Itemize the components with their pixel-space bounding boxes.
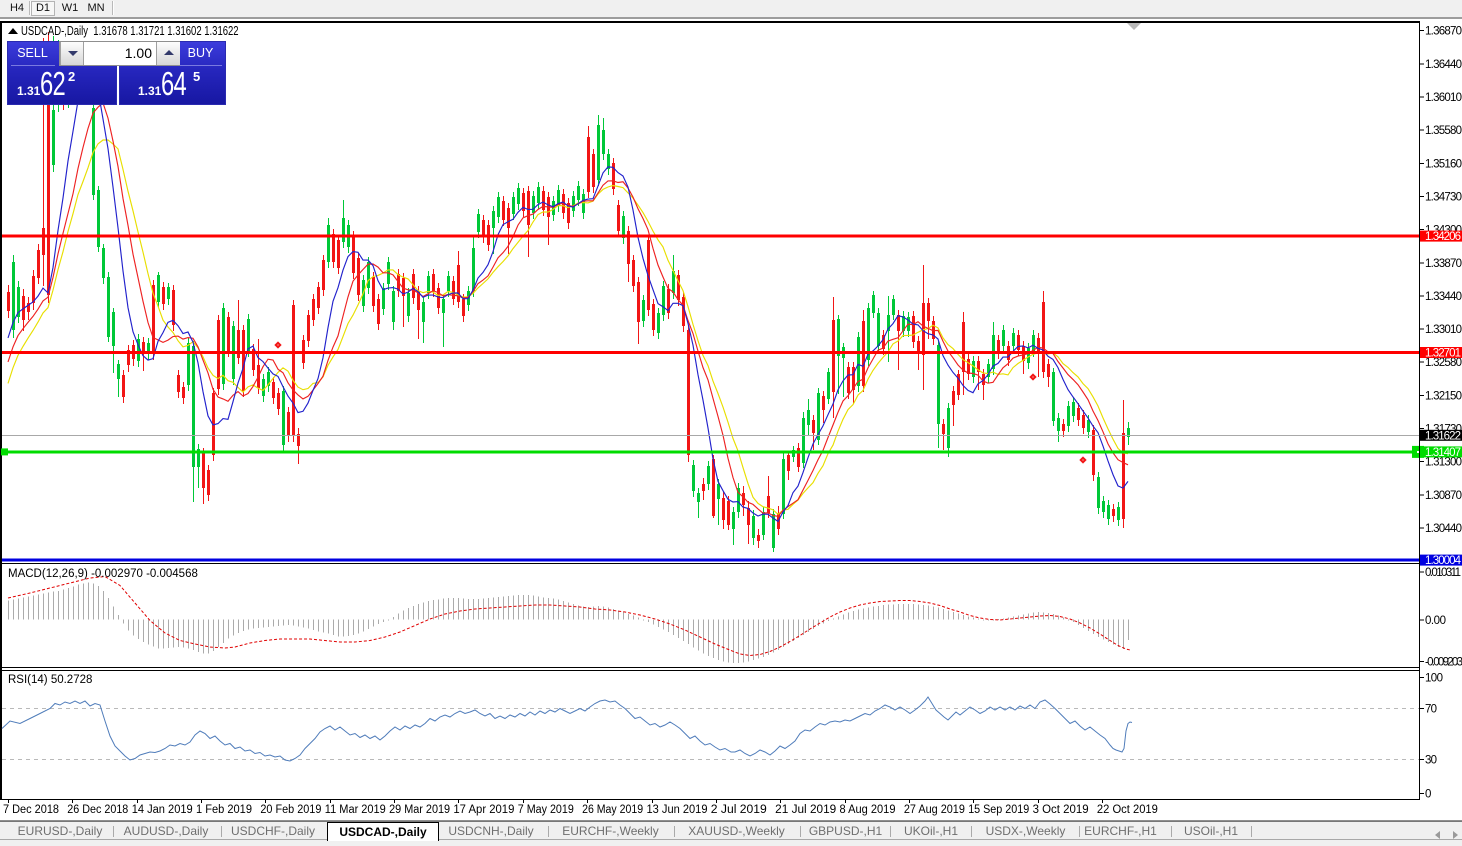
- svg-text:MACD(12,26,9) -0.002970 -0.004: MACD(12,26,9) -0.002970 -0.004568: [8, 568, 198, 580]
- svg-text:0.010311: 0.010311: [1425, 567, 1461, 579]
- svg-text:14 Jan 2019: 14 Jan 2019: [132, 804, 193, 816]
- svg-text:20 Feb 2019: 20 Feb 2019: [260, 804, 321, 816]
- svg-text:1.35160: 1.35160: [1425, 158, 1462, 170]
- svg-text:21 Jul 2019: 21 Jul 2019: [775, 804, 836, 816]
- svg-text:0: 0: [1425, 789, 1431, 801]
- svg-text:11 Mar 2019: 11 Mar 2019: [325, 804, 386, 816]
- svg-text:1.30440: 1.30440: [1425, 523, 1462, 535]
- svg-text:29 Mar 2019: 29 Mar 2019: [389, 804, 450, 816]
- svg-text:100: 100: [1425, 672, 1443, 684]
- svg-text:1.34730: 1.34730: [1425, 191, 1462, 203]
- svg-text:8 Aug 2019: 8 Aug 2019: [840, 804, 896, 816]
- svg-text:26 Dec 2018: 26 Dec 2018: [67, 804, 128, 816]
- svg-text:1.30870: 1.30870: [1425, 490, 1462, 502]
- svg-text:30: 30: [1425, 755, 1437, 767]
- svg-text:2 Jul 2019: 2 Jul 2019: [711, 804, 767, 816]
- svg-text:1.32150: 1.32150: [1425, 390, 1462, 402]
- svg-text:26 May 2019: 26 May 2019: [582, 804, 643, 816]
- svg-text:3 Oct 2019: 3 Oct 2019: [1033, 804, 1089, 816]
- svg-text:15 Sep 2019: 15 Sep 2019: [968, 804, 1029, 816]
- svg-text:13 Jun 2019: 13 Jun 2019: [647, 804, 708, 816]
- svg-text:17 Apr 2019: 17 Apr 2019: [453, 804, 514, 816]
- svg-text:70: 70: [1425, 704, 1437, 716]
- svg-text:7 Dec 2018: 7 Dec 2018: [3, 804, 59, 816]
- svg-text:1.33440: 1.33440: [1425, 291, 1462, 303]
- svg-text:1.32580: 1.32580: [1425, 357, 1462, 369]
- svg-text:1.36010: 1.36010: [1425, 92, 1462, 104]
- svg-text:RSI(14) 50.2728: RSI(14) 50.2728: [8, 674, 92, 686]
- svg-text:27 Aug 2019: 27 Aug 2019: [904, 804, 965, 816]
- svg-text:1 Feb 2019: 1 Feb 2019: [196, 804, 252, 816]
- svg-text:1.31300: 1.31300: [1425, 457, 1462, 469]
- svg-text:-0.009203: -0.009203: [1425, 657, 1462, 669]
- svg-text:1.33870: 1.33870: [1425, 258, 1462, 270]
- svg-text:7 May 2019: 7 May 2019: [518, 804, 574, 816]
- svg-text:0.00: 0.00: [1425, 615, 1446, 627]
- svg-text:1.35580: 1.35580: [1425, 125, 1462, 137]
- svg-text:1.33010: 1.33010: [1425, 324, 1462, 336]
- svg-text:1.32701: 1.32701: [1425, 348, 1461, 360]
- svg-text:22 Oct 2019: 22 Oct 2019: [1097, 804, 1158, 816]
- svg-text:1.34206: 1.34206: [1425, 231, 1461, 243]
- svg-text:1.31407: 1.31407: [1425, 447, 1461, 459]
- svg-text:1.36870: 1.36870: [1425, 26, 1462, 38]
- svg-text:1.31622: 1.31622: [1425, 430, 1461, 442]
- svg-text:1.30004: 1.30004: [1425, 555, 1462, 567]
- svg-text:1.36440: 1.36440: [1425, 59, 1462, 71]
